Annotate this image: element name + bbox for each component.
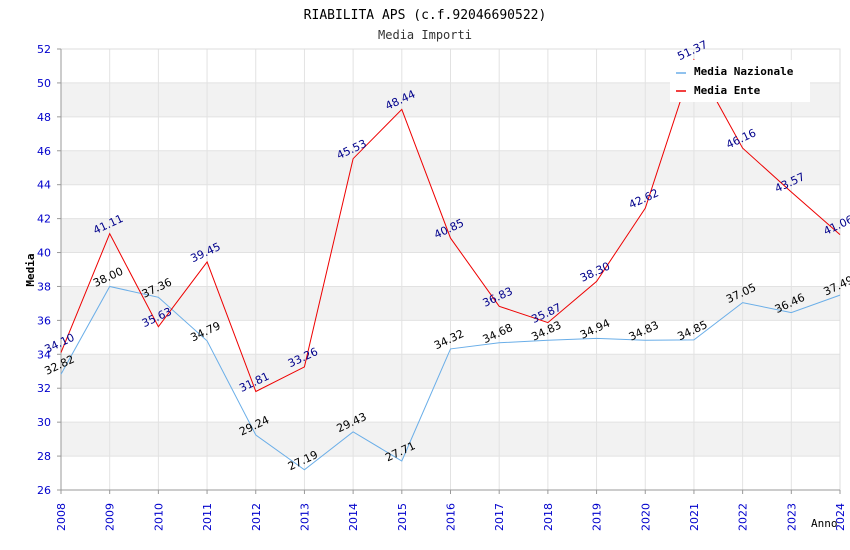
legend: Media Nazionale Media Ente xyxy=(670,60,810,102)
x-tick-label: 2014 xyxy=(347,503,360,531)
data-label: 51.37 xyxy=(675,38,709,63)
x-tick-label: 2021 xyxy=(688,503,701,531)
y-tick-label: 26 xyxy=(37,484,51,497)
y-tick-label: 36 xyxy=(37,314,51,327)
x-tick-label: 2008 xyxy=(55,503,68,531)
data-label: 34.79 xyxy=(189,319,223,344)
data-label: 38.30 xyxy=(578,260,612,285)
x-tick-label: 2018 xyxy=(542,503,555,531)
chart-subtitle: Media Importi xyxy=(378,28,472,42)
data-label: 46.16 xyxy=(724,126,758,151)
data-label: 42.62 xyxy=(627,186,661,211)
y-tick-label: 42 xyxy=(37,213,51,226)
x-tick-label: 2011 xyxy=(201,503,214,531)
grid-lines xyxy=(60,48,841,491)
y-tick-label: 46 xyxy=(37,145,51,158)
y-axis-label: Media xyxy=(24,253,37,286)
x-tick-label: 2009 xyxy=(104,503,117,531)
x-tick-label: 2010 xyxy=(152,503,165,531)
legend-label-media-nazionale: Media Nazionale xyxy=(694,65,794,78)
x-tick-label: 2016 xyxy=(445,503,458,531)
x-tick-label: 2012 xyxy=(250,503,263,531)
legend-box xyxy=(670,60,810,102)
x-tick-label: 2015 xyxy=(396,503,409,531)
x-axis-label: Anno xyxy=(811,517,838,530)
y-tick-label: 40 xyxy=(37,247,51,260)
y-tick-label: 34 xyxy=(37,348,51,361)
y-tick-label: 44 xyxy=(37,179,51,192)
data-label: 34.32 xyxy=(432,327,466,352)
y-tick-label: 50 xyxy=(37,77,51,90)
series-line-media-nazionale xyxy=(60,285,841,471)
x-tick-label: 2020 xyxy=(639,503,652,531)
y-tick-label: 32 xyxy=(37,382,51,395)
x-axis-ticks: 2008 2009 2010 2011 2012 2013 2014 2015 2016 2017… xyxy=(55,490,847,531)
x-tick-label: 2017 xyxy=(493,503,506,531)
x-tick-label: 2013 xyxy=(298,503,311,531)
y-tick-label: 52 xyxy=(37,43,51,56)
y-tick-label: 28 xyxy=(37,450,51,463)
x-tick-label: 2022 xyxy=(737,503,750,531)
x-tick-label: 2019 xyxy=(591,503,604,531)
y-axis-ticks: 26 28 30 32 34 36 38 40 42 44 46 48 50 52 xyxy=(37,43,61,497)
y-tick-label: 38 xyxy=(37,280,51,293)
x-tick-label: 2023 xyxy=(785,503,798,531)
chart-title: RIABILITA APS (c.f.92046690522) xyxy=(304,8,547,23)
legend-label-media-ente: Media Ente xyxy=(694,84,761,97)
y-tick-label: 30 xyxy=(37,416,51,429)
x-tick-label: 2024 xyxy=(834,503,847,531)
y-tick-label: 48 xyxy=(37,111,51,124)
data-label: 34.10 xyxy=(42,331,76,356)
